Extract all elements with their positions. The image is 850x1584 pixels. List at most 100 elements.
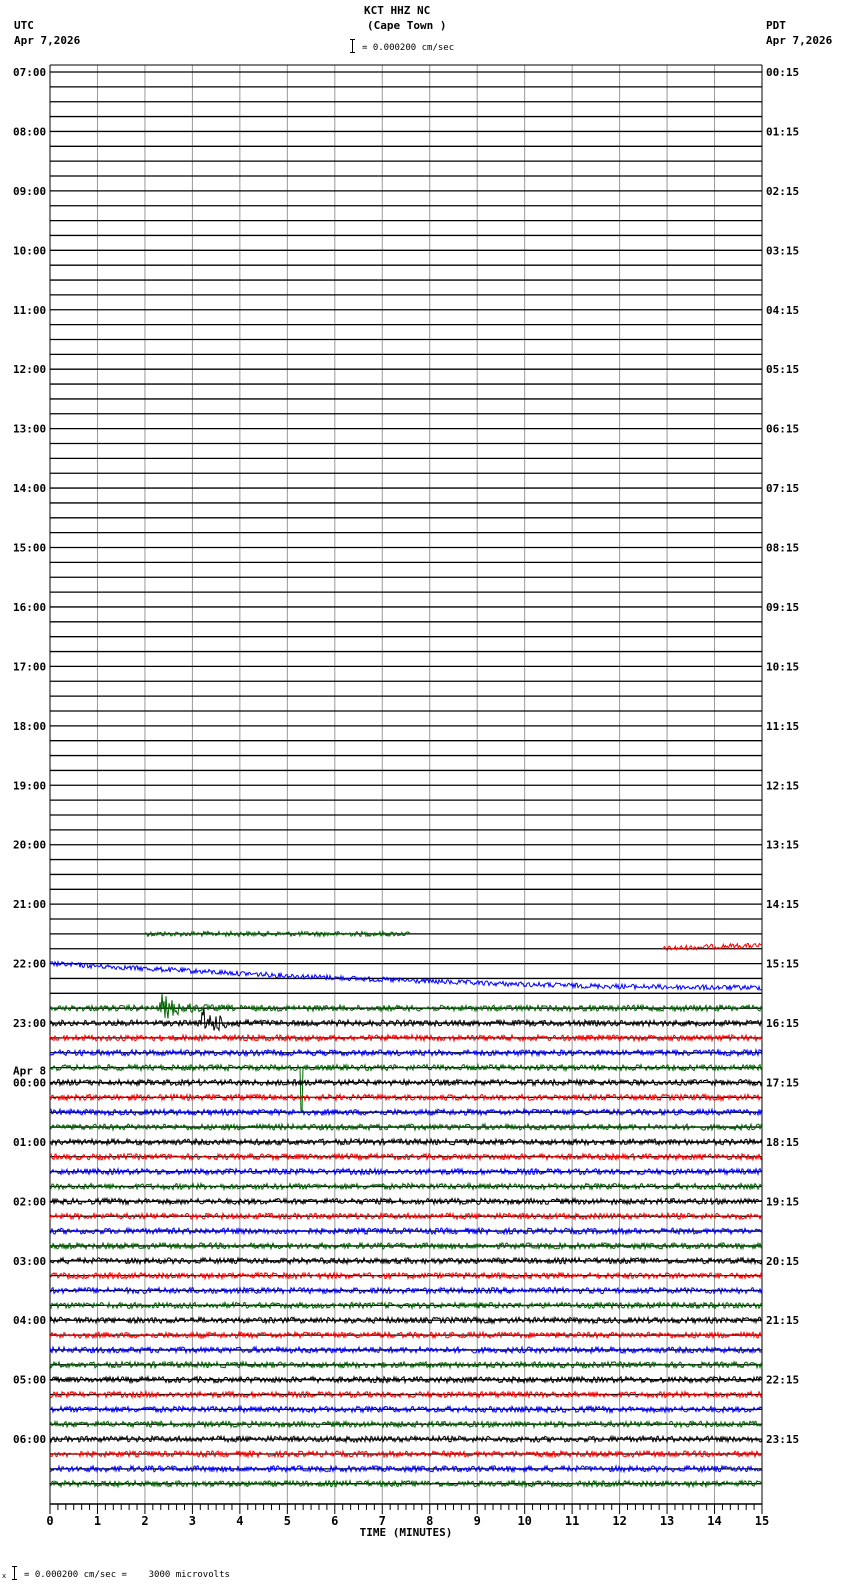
seismic-trace	[49, 1285, 763, 1296]
x-tick-label: 15	[755, 1514, 769, 1528]
pdt-hour-label: 16:15	[766, 1017, 799, 1030]
utc-hour-label: 10:00	[13, 244, 46, 257]
seismic-trace	[49, 1300, 763, 1311]
x-tick-label: 3	[189, 1514, 196, 1528]
utc-hour-label: 11:00	[13, 304, 46, 317]
seismic-trace	[49, 1345, 763, 1355]
seismic-trace	[49, 1270, 763, 1281]
pdt-hour-label: 13:15	[766, 839, 799, 852]
seismic-trace	[49, 959, 763, 992]
pdt-hour-label: 17:15	[766, 1076, 799, 1089]
seismic-trace	[49, 1033, 763, 1043]
pdt-hour-label: 07:15	[766, 482, 799, 495]
seismic-trace	[50, 1404, 763, 1415]
footer-scale-text: = 0.000200 cm/sec = 3000 microvolts	[24, 1570, 230, 1580]
seismic-trace	[49, 993, 763, 1019]
utc-hour-label: 17:00	[13, 660, 46, 673]
utc-hour-label: 04:00	[13, 1314, 46, 1327]
utc-hour-label: 01:00	[13, 1136, 46, 1149]
seismic-trace	[144, 929, 411, 939]
left-date: Apr 7,2026	[14, 34, 81, 47]
x-tick-label: 14	[707, 1514, 721, 1528]
x-tick-label: 4	[236, 1514, 243, 1528]
x-tick-label: 10	[517, 1514, 531, 1528]
pdt-hour-label: 18:15	[766, 1136, 799, 1149]
x-axis-label: TIME (MINUTES)	[360, 1526, 453, 1539]
seismic-trace	[49, 1047, 763, 1058]
pdt-hour-label: 21:15	[766, 1314, 799, 1327]
seismic-trace	[49, 1434, 763, 1444]
pdt-hour-label: 00:15	[766, 66, 799, 79]
x-tick-label: 9	[474, 1514, 481, 1528]
pdt-hour-label: 14:15	[766, 898, 799, 911]
utc-hour-label: 23:00	[13, 1017, 46, 1030]
utc-hour-label: 05:00	[13, 1374, 46, 1387]
utc-hour-label: 03:00	[13, 1255, 46, 1268]
pdt-hour-label: 02:15	[766, 185, 799, 198]
seismic-trace	[49, 1241, 763, 1251]
footer-scale-prefix: x	[2, 1572, 7, 1580]
scale-text: = 0.000200 cm/sec	[362, 43, 455, 53]
utc-hour-label: 21:00	[13, 898, 46, 911]
utc-hour-label: 02:00	[13, 1195, 46, 1208]
utc-hour-label: 22:00	[13, 958, 46, 971]
x-tick-label: 11	[565, 1514, 579, 1528]
pdt-hour-label: 15:15	[766, 958, 799, 971]
utc-hour-label: 00:00	[13, 1076, 46, 1089]
pdt-hour-label: 01:15	[766, 125, 799, 138]
seismic-trace	[49, 1464, 763, 1474]
pdt-hour-label: 08:15	[766, 542, 799, 555]
pdt-hour-label: 09:15	[766, 601, 799, 614]
seismic-trace	[662, 942, 762, 952]
x-tick-label: 6	[331, 1514, 338, 1528]
day-change-label: Apr 8	[13, 1064, 46, 1077]
seismic-trace	[49, 1008, 763, 1032]
seismic-trace	[49, 1256, 763, 1266]
seismic-trace	[49, 1196, 763, 1207]
pdt-hour-label: 19:15	[766, 1195, 799, 1208]
utc-hour-label: 15:00	[13, 542, 46, 555]
seismic-trace	[49, 1226, 763, 1236]
footer-scale-bar-icon	[12, 1566, 17, 1580]
seismic-trace	[49, 1092, 763, 1103]
seismic-trace	[49, 1166, 763, 1177]
utc-hour-label: 12:00	[13, 363, 46, 376]
utc-hour-label: 14:00	[13, 482, 46, 495]
seismic-trace	[49, 1389, 763, 1400]
x-tick-label: 2	[141, 1514, 148, 1528]
seismic-trace	[49, 1360, 763, 1370]
x-tick-label: 8	[426, 1514, 433, 1528]
x-tick-label: 7	[379, 1514, 386, 1528]
station-title: KCT HHZ NC	[364, 4, 431, 17]
utc-hour-label: 06:00	[13, 1433, 46, 1446]
x-tick-label: 0	[46, 1514, 53, 1528]
right-timezone: PDT	[766, 19, 786, 32]
seismic-trace	[49, 1077, 763, 1088]
seismic-trace	[49, 1181, 763, 1192]
utc-hour-label: 16:00	[13, 601, 46, 614]
utc-hour-label: 20:00	[13, 839, 46, 852]
seismic-trace	[49, 1315, 763, 1326]
utc-hour-label: 19:00	[13, 779, 46, 792]
station-location: (Cape Town )	[367, 19, 447, 32]
pdt-hour-label: 12:15	[766, 779, 799, 792]
pdt-hour-label: 10:15	[766, 660, 799, 673]
pdt-hour-label: 03:15	[766, 244, 799, 257]
pdt-hour-label: 23:15	[766, 1433, 799, 1446]
seismic-trace	[49, 1330, 763, 1341]
x-tick-label: 13	[660, 1514, 674, 1528]
pdt-hour-label: 05:15	[766, 363, 799, 376]
seismic-trace	[49, 1122, 763, 1132]
seismic-trace	[49, 1419, 763, 1430]
seismic-trace	[49, 1478, 763, 1489]
x-tick-label: 1	[94, 1514, 101, 1528]
seismic-trace	[49, 1449, 763, 1459]
pdt-hour-label: 11:15	[766, 720, 799, 733]
seismic-trace	[49, 1107, 763, 1117]
utc-hour-label: 08:00	[13, 125, 46, 138]
right-date: Apr 7,2026	[766, 34, 833, 47]
utc-hour-label: 13:00	[13, 423, 46, 436]
utc-hour-label: 18:00	[13, 720, 46, 733]
seismic-trace	[49, 1151, 763, 1162]
